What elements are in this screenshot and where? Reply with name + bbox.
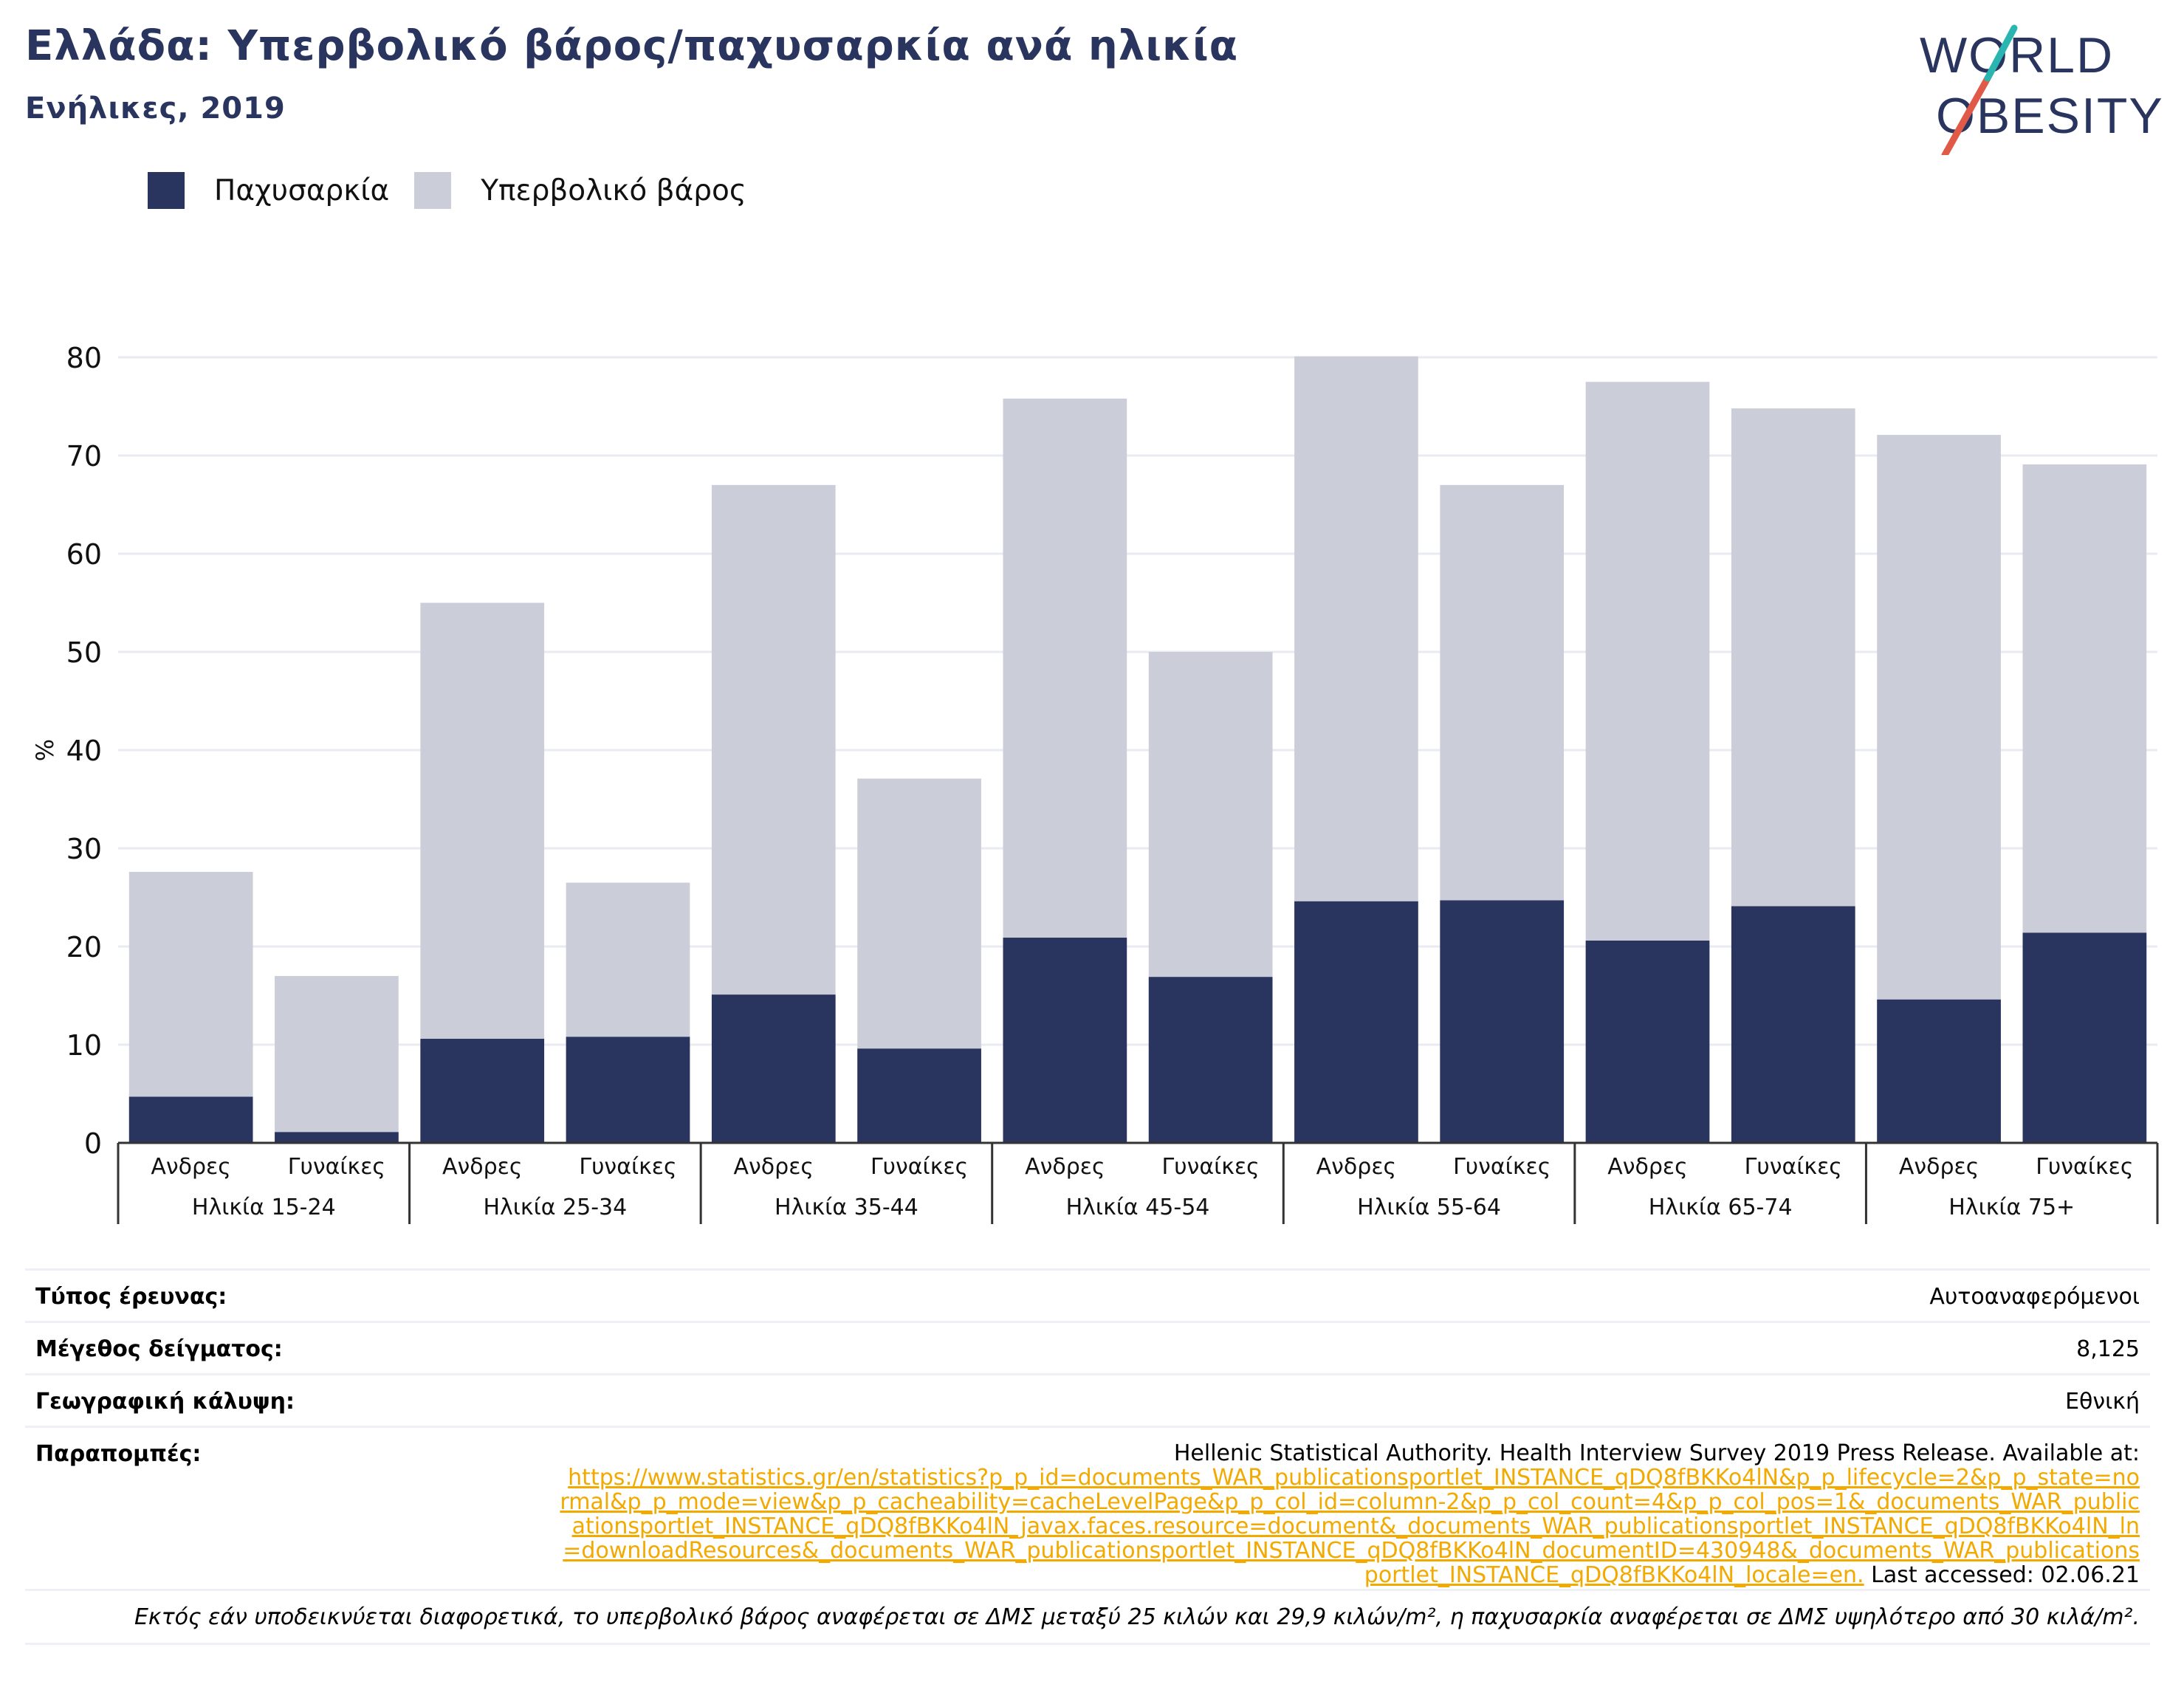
logo-slash-red [1941,75,1991,155]
group-label: Ηλικία 75+ [1948,1195,2075,1220]
x-tick-label: Ανδρες [734,1154,814,1180]
bar [1294,901,1418,1143]
x-tick-label: Ανδρες [1316,1154,1397,1180]
legend-label-overweight: Υπερβολικό βάρος [481,173,746,207]
chart-title: Ελλάδα: Υπερβολικό βάρος/παχυσαρκία ανά … [25,22,1239,70]
x-tick-label: Γυναίκες [1453,1154,1551,1180]
group-label: Ηλικία 65-74 [1649,1195,1793,1220]
group-label: Ηλικία 35-44 [775,1195,918,1220]
bar [1003,938,1127,1143]
y-tick-label: 10 [66,1029,102,1062]
meta-row-references: Παραπομπές: Hellenic Statistical Authori… [25,1426,2150,1590]
bar [1877,999,2001,1143]
meta-row-sample-size: Μέγεθος δείγματος: 8,125 [25,1321,2150,1375]
y-tick-label: 80 [66,342,102,374]
legend-label-obesity: Παχυσαρκία [214,173,390,207]
sample-size-value: 8,125 [2076,1336,2140,1362]
x-tick-label: Ανδρες [1025,1154,1105,1180]
references-value: Hellenic Statistical Authority. Health I… [560,1441,2140,1587]
x-tick-label: Γυναίκες [579,1154,676,1180]
y-tick-label: 60 [66,538,102,571]
x-tick-label: Γυναίκες [870,1154,968,1180]
sample-size-key: Μέγεθος δείγματος: [35,1336,283,1362]
bar-chart: 0 10 20 30 40 50 60 70 80% Ανδρες Γυναίκες Ανδρες Γυ… [31,342,2159,1224]
meta-row-footnote: Εκτός εάν υποδεικνύεται διαφορετικά, το … [25,1589,2150,1645]
bar [1731,906,1855,1143]
bar [2022,932,2147,1143]
survey-type-key: Τύπος έρευνας: [35,1284,227,1310]
coverage-key: Γεωγραφική κάλυψη: [35,1389,295,1415]
bar [857,1048,981,1143]
bar [275,975,399,1143]
x-tick-label: Γυναίκες [1162,1154,1260,1180]
legend-swatch-overweight [414,172,452,209]
footnote: Εκτός εάν υποδεικνύεται διαφορετικά, το … [134,1604,2140,1630]
references-link[interactable]: https://www.statistics.gr/en/statistics?… [560,1465,2140,1588]
references-key: Παραπομπές: [35,1441,202,1467]
bar [1585,941,1710,1143]
group-label: Ηλικία 25-34 [483,1195,627,1220]
y-tick-label: 50 [66,636,102,669]
legend-swatch-obesity [148,172,185,209]
survey-type-value: Αυτοαναφερόμενοι [1929,1284,2140,1310]
x-tick-label: Ανδρες [1607,1154,1688,1180]
bar [128,1096,253,1143]
y-tick-label: 30 [66,833,102,865]
y-axis-label: % [31,739,59,761]
y-tick-label: 70 [66,440,102,473]
x-tick-label: Γυναίκες [1745,1154,1842,1180]
bar [1440,900,1565,1143]
x-tick-label: Ανδρες [1899,1154,1979,1180]
group-label: Ηλικία 15-24 [192,1195,336,1220]
bar [566,1037,690,1143]
world-obesity-logo: WORLD OBESITY [1920,24,2163,155]
bar [711,994,836,1143]
x-tick-label: Ανδρες [442,1154,523,1180]
chart-legend: Παχυσαρκία Υπερβολικό βάρος [148,168,772,213]
bar [275,1132,399,1143]
chart-subtitle: Ενήλικες, 2019 [25,92,286,126]
y-tick-label: 0 [84,1127,102,1160]
x-tick-label: Γυναίκες [2036,1154,2133,1180]
group-label: Ηλικία 45-54 [1066,1195,1210,1220]
references-accessed: Last accessed: 02.06.21 [1871,1562,2140,1588]
coverage-value: Εθνική [2065,1389,2140,1415]
x-tick-label: Ανδρες [151,1154,231,1180]
x-tick-label: Γυναίκες [288,1154,385,1180]
meta-row-survey-type: Τύπος έρευνας: Αυτοαναφερόμενοι [25,1268,2150,1322]
meta-row-coverage: Γεωγραφική κάλυψη: Εθνική [25,1373,2150,1427]
bar [1148,977,1273,1143]
y-tick-label: 20 [66,931,102,963]
bar [420,1039,545,1143]
group-label: Ηλικία 55-64 [1357,1195,1501,1220]
references-text: Hellenic Statistical Authority. Health I… [1173,1440,2140,1466]
y-tick-label: 40 [66,735,102,767]
logo-word-world: WORLD [1920,27,2114,83]
logo-slash-teal [1984,24,2018,82]
